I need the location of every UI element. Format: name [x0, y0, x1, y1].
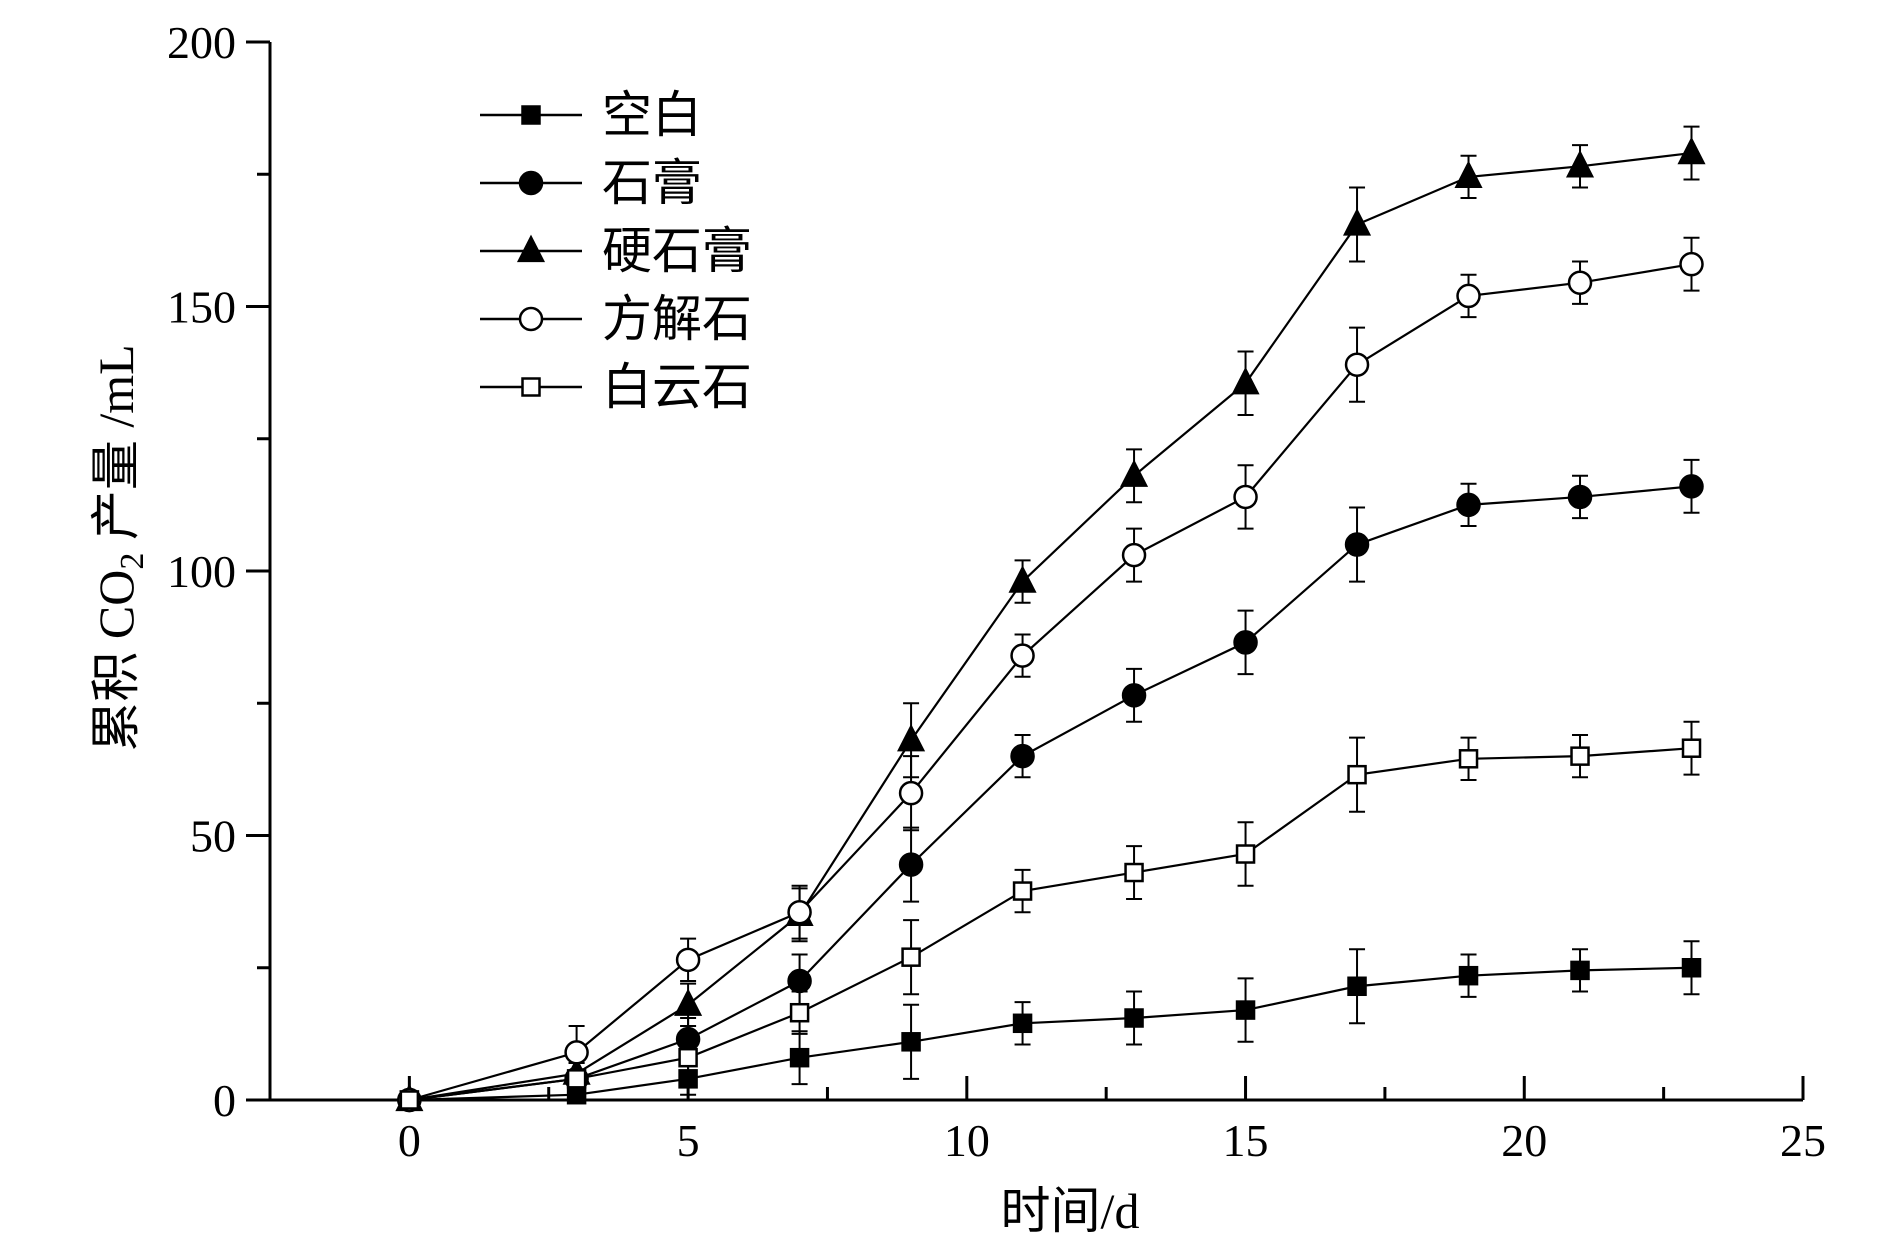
- legend-item-0: 空白: [480, 87, 702, 143]
- data-point: [787, 968, 812, 994]
- legend-label: 白云石: [602, 359, 752, 415]
- data-point: [1344, 532, 1370, 557]
- data-point: [898, 780, 924, 806]
- series-2: [395, 125, 1706, 1112]
- legend-item-1: 石膏: [480, 155, 702, 211]
- x-tick-label: 10: [944, 1115, 990, 1166]
- data-point: [1235, 844, 1256, 864]
- data-point: [1347, 976, 1367, 997]
- data-point: [1458, 749, 1479, 769]
- y-axis-title: 累积 CO2 产量 /mL: [88, 344, 151, 751]
- data-point: [1679, 474, 1704, 499]
- data-point: [1342, 208, 1372, 236]
- series-line: [409, 263, 1692, 1102]
- series-line: [409, 966, 1692, 1102]
- y-tick-label: 50: [190, 811, 236, 862]
- legend-marker: [516, 234, 546, 263]
- data-point: [1456, 283, 1481, 309]
- y-axis-title-prefix: 累积 CO: [88, 570, 144, 752]
- legend-item-2: 硬石膏: [480, 223, 752, 279]
- data-point: [674, 988, 703, 1016]
- x-tick-label: 15: [1223, 1115, 1269, 1166]
- y-tick-label: 150: [167, 282, 236, 333]
- data-point: [566, 1069, 587, 1089]
- series-layer: [395, 125, 1706, 1113]
- y-tick-label: 0: [213, 1075, 236, 1126]
- data-point: [901, 947, 921, 967]
- data-point: [1233, 484, 1258, 510]
- y-axis-title-suffix: 产量 /mL: [88, 344, 144, 552]
- data-point: [901, 1032, 921, 1052]
- data-point: [1008, 565, 1037, 593]
- series-line: [409, 485, 1692, 1102]
- data-point: [1679, 251, 1704, 277]
- data-point: [564, 1040, 589, 1065]
- legend-marker: [518, 170, 544, 196]
- data-point: [1124, 1008, 1144, 1028]
- legend-marker: [521, 377, 541, 397]
- x-tick-label: 5: [677, 1115, 700, 1166]
- x-axis-title: 时间/d: [1001, 1183, 1140, 1239]
- data-point: [789, 1002, 810, 1023]
- data-point: [1456, 492, 1481, 518]
- data-point: [678, 1047, 698, 1068]
- data-point: [1231, 366, 1260, 395]
- data-point: [1012, 881, 1033, 901]
- data-point: [1347, 764, 1367, 785]
- x-tick-label: 0: [398, 1115, 421, 1166]
- legend-item-3: 方解石: [480, 291, 752, 347]
- data-point: [1344, 352, 1370, 377]
- series-line: [409, 747, 1692, 1102]
- legend-label: 硬石膏: [602, 223, 752, 279]
- legend-label: 方解石: [602, 291, 752, 347]
- data-point: [1454, 160, 1483, 189]
- legend-marker: [521, 105, 541, 125]
- data-point: [1233, 630, 1258, 655]
- axis-ticks: 0 50 100 150 200 0 5 10 15 20 25: [167, 17, 1826, 1166]
- plot-area: 0 50 100 150 200 0 5 10 15 20 25: [167, 17, 1826, 1166]
- y-tick-label: 200: [167, 17, 236, 68]
- data-point: [1012, 1013, 1033, 1034]
- data-point: [1010, 743, 1035, 769]
- data-point: [787, 899, 812, 925]
- x-tick-label: 20: [1501, 1115, 1547, 1166]
- y-tick-label: 100: [167, 546, 236, 597]
- data-point: [1570, 960, 1590, 981]
- series-4: [399, 720, 1702, 1110]
- data-point: [1677, 136, 1706, 165]
- data-point: [898, 852, 924, 877]
- series-0: [399, 940, 1702, 1110]
- data-point: [1567, 484, 1593, 510]
- data-point: [1121, 542, 1147, 568]
- data-point: [1121, 683, 1147, 708]
- data-point: [399, 1090, 420, 1110]
- series-line: [409, 151, 1692, 1102]
- series-3: [397, 236, 1704, 1113]
- data-point: [1124, 862, 1144, 883]
- series-1: [397, 458, 1704, 1113]
- data-point: [1565, 149, 1595, 178]
- data-point: [1458, 965, 1479, 986]
- data-point: [789, 1047, 810, 1068]
- data-point: [897, 723, 926, 752]
- y-axis-title-subscript: 2: [114, 553, 151, 570]
- data-point: [1681, 958, 1702, 978]
- data-point: [1567, 270, 1593, 295]
- data-point: [675, 947, 701, 973]
- data-point: [1570, 746, 1590, 766]
- legend-label: 石膏: [602, 155, 702, 211]
- legend-label: 空白: [602, 87, 702, 143]
- data-point: [1235, 1000, 1256, 1020]
- data-point: [1681, 738, 1702, 758]
- legend-marker: [518, 306, 544, 332]
- x-tick-label: 25: [1780, 1115, 1826, 1166]
- data-point: [1120, 459, 1149, 487]
- data-point: [1010, 643, 1035, 668]
- legend-item-4: 白云石: [480, 359, 752, 415]
